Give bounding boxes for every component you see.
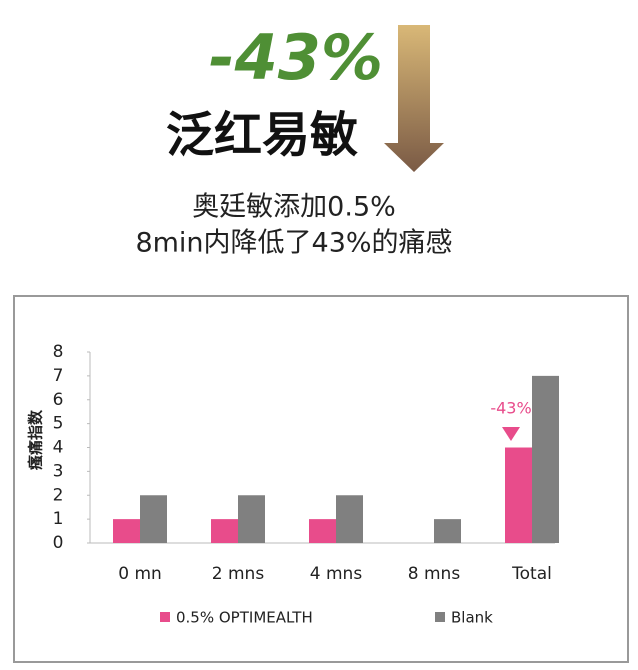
bar (532, 375, 559, 543)
bar (434, 519, 461, 543)
bar (336, 495, 363, 543)
down-arrow (384, 25, 444, 172)
bar (238, 495, 265, 543)
badge: -43% (209, 21, 383, 94)
bar (140, 495, 167, 543)
y-tick-label: 1 (53, 509, 64, 529)
y-tick-label: 4 (53, 438, 64, 458)
headline: 泛红易敏 (166, 107, 358, 163)
bar (309, 519, 336, 543)
y-tick-label: 5 (53, 414, 64, 434)
subline: 8min内降低了43%的痛感 (135, 228, 452, 259)
x-tick-label: 8 mns (408, 564, 461, 584)
x-tick-label: 2 mns (212, 564, 265, 584)
y-tick-label: 0 (53, 533, 64, 553)
subline: 奥廷敏添加0.5% (192, 192, 396, 223)
bar (505, 447, 532, 543)
y-tick-label: 7 (53, 366, 64, 386)
x-tick-label: 0 mn (118, 564, 162, 584)
bar (211, 519, 238, 543)
y-axis-label: 瘙痛指数 (27, 409, 45, 471)
bar (113, 519, 140, 543)
y-tick-label: 2 (53, 485, 64, 505)
y-tick-label: 8 (53, 342, 64, 362)
legend-label: Blank (451, 609, 493, 627)
legend-label: 0.5% OPTIMEALTH (176, 609, 313, 627)
annotation: -43% (490, 399, 531, 418)
y-tick-label: 6 (53, 390, 64, 410)
x-tick-label: Total (511, 564, 552, 584)
y-tick-label: 3 (53, 461, 64, 481)
legend-swatch (435, 612, 445, 622)
legend-swatch (160, 612, 170, 622)
x-tick-label: 4 mns (310, 564, 363, 584)
annotation-arrow (502, 427, 520, 441)
